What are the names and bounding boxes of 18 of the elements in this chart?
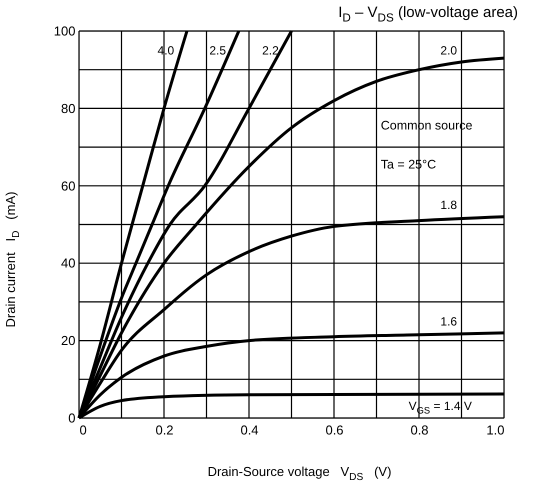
series-label: 2.5 (209, 43, 226, 58)
y-tick-label: 40 (61, 256, 76, 271)
y-tick-label: 60 (61, 178, 76, 194)
y-tick-label: 100 (54, 24, 76, 38)
series-label: 1.8 (440, 198, 458, 212)
series-label: 1.6 (440, 314, 458, 328)
x-tick-label: 0.6 (325, 422, 344, 438)
x-tick-label: 0.8 (410, 422, 429, 438)
y-tick-label: 0 (68, 410, 76, 426)
y-tick-label: 20 (61, 333, 76, 348)
y-axis-title: Drain current ID (mA) (3, 192, 22, 328)
x-tick-label: 1.0 (486, 422, 504, 438)
series-label: 2.2 (262, 43, 280, 58)
x-tick-label: 0.2 (155, 422, 174, 438)
series-label: 2.0 (440, 43, 458, 58)
x-tick-label: 0.4 (240, 422, 259, 438)
x-tick-label: 0 (80, 422, 87, 438)
y-tick-label: 80 (61, 100, 76, 116)
